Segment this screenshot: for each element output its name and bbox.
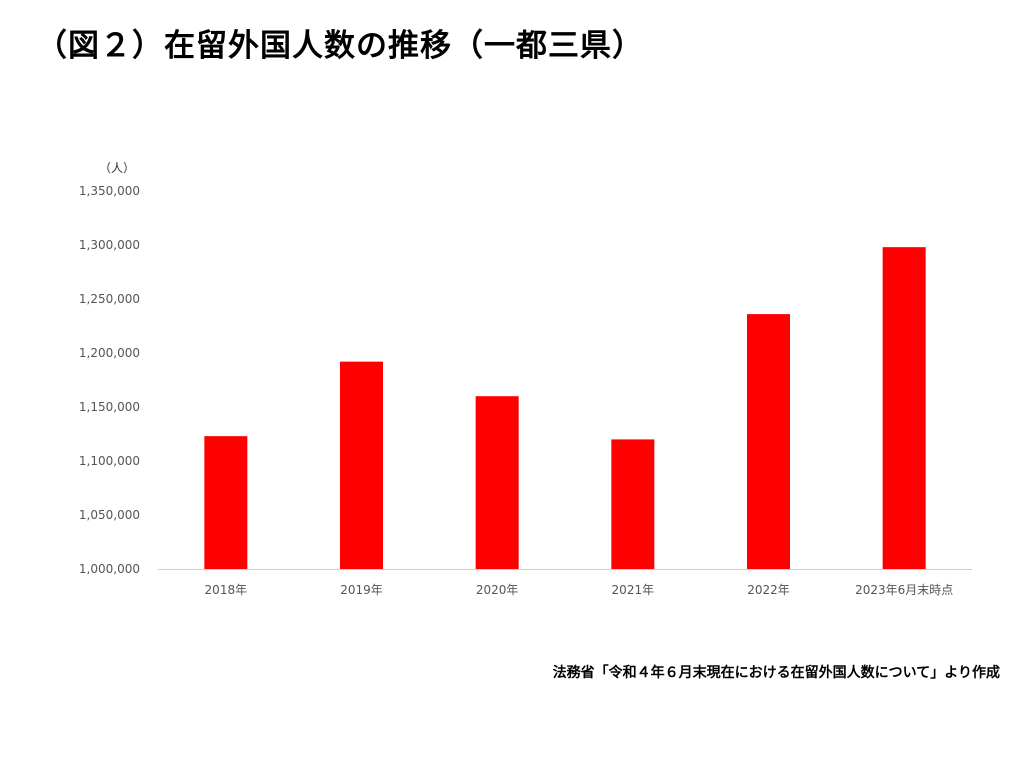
y-tick-label: 1,050,000 (79, 508, 140, 522)
bar-4 (747, 314, 790, 569)
x-tick-label: 2020年 (476, 583, 519, 597)
x-tick-label: 2019年 (340, 583, 383, 597)
x-axis-ticks: 2018年 2019年 2020年 2021年 2022年 2023年6月末時点 (205, 583, 954, 597)
x-tick-label: 2023年6月末時点 (855, 583, 953, 597)
bar-1 (340, 361, 383, 569)
y-tick-label: 1,100,000 (79, 454, 140, 468)
bar-3 (611, 439, 655, 569)
page-title: （図２）在留外国人数の推移（一都三県） (36, 28, 644, 64)
y-axis-ticks: 1,000,000 1,050,000 1,100,000 1,150,000 1,20… (79, 184, 140, 576)
y-tick-label: 1,150,000 (79, 400, 140, 414)
y-tick-label: 1,300,000 (79, 238, 140, 252)
y-axis-unit-label: （人） (99, 161, 135, 175)
bar-0 (204, 436, 248, 569)
x-tick-label: 2021年 (612, 583, 655, 597)
y-tick-label: 1,250,000 (79, 292, 140, 306)
source-note: 法務省「令和４年６月末現在における在留外国人数について」より作成 (552, 665, 1000, 681)
y-tick-label: 1,000,000 (79, 562, 140, 576)
bars (204, 247, 926, 569)
x-tick-label: 2022年 (747, 583, 790, 597)
y-tick-label: 1,350,000 (79, 184, 140, 198)
y-tick-label: 1,200,000 (79, 346, 140, 360)
x-tick-label: 2018年 (205, 583, 248, 597)
bar-2 (475, 396, 519, 569)
bar-5 (882, 247, 926, 569)
